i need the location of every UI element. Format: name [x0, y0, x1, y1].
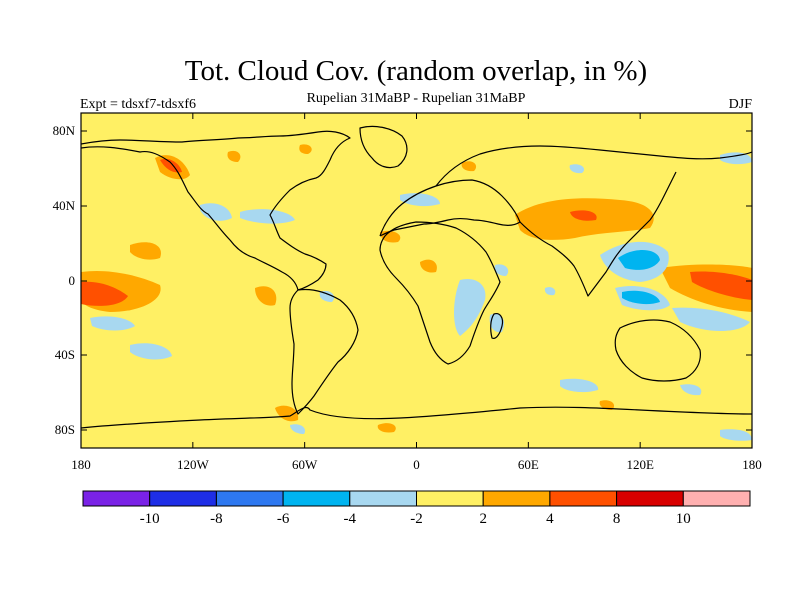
negative-anomaly-patch	[130, 343, 172, 360]
colorbar-label: -2	[410, 511, 423, 527]
colorbar-swatch	[82, 490, 151, 507]
positive-anomaly-patch	[599, 400, 615, 410]
negative-anomaly-patch	[494, 264, 509, 276]
lon-tick-label: 60E	[518, 457, 539, 472]
map-axes: 80N 40N 0 40S 80S 180 120W 60W 0 60E 120E 180	[53, 113, 762, 472]
experiment-label: Expt = tdsxf7-tdsxf6	[80, 97, 196, 112]
lon-tick-label: 180	[71, 457, 91, 472]
negative-anomaly-patch	[454, 278, 486, 336]
strong-positive-anomaly-patch	[160, 158, 182, 173]
colorbar-label: 10	[676, 511, 691, 527]
colorbar-swatch	[282, 490, 351, 507]
lon-tick-label: 60W	[292, 457, 318, 472]
colorbar: -10 -8 -6 -4 -2 2 4 8 10	[82, 490, 751, 527]
positive-anomaly-patch	[420, 259, 437, 273]
colorbar-swatch	[215, 490, 284, 507]
lat-tick-label: 40N	[53, 198, 76, 213]
strong-positive-anomaly-patch	[570, 210, 597, 221]
colorbar-label: -10	[140, 511, 160, 527]
coastline-europe	[379, 179, 521, 237]
map-subtitle: Rupelian 31MaBP - Rupelian 31MaBP	[307, 91, 526, 106]
colorbar-label: -8	[210, 511, 223, 527]
coastline-madagascar	[490, 313, 504, 339]
positive-anomaly-patch	[461, 161, 477, 172]
strong-negative-anomaly-patch	[622, 290, 660, 305]
positive-anomaly-patch	[255, 286, 277, 306]
coastline-south-america	[289, 288, 359, 415]
colorbar-label: 8	[613, 511, 621, 527]
colorbar-label: -6	[277, 511, 290, 527]
positive-anomaly-patch	[275, 405, 299, 422]
coastline-antarctica	[81, 406, 752, 429]
colorbar-label: 2	[479, 511, 487, 527]
lon-tick-label: 120E	[626, 457, 654, 472]
coastline-greenland	[359, 125, 408, 169]
strong-positive-anomaly-patch	[690, 271, 752, 300]
negative-anomaly-patch	[240, 209, 295, 224]
colorbar-label: -4	[344, 511, 357, 527]
negative-anomaly-patch	[560, 378, 599, 393]
negative-anomaly-patch	[290, 424, 306, 434]
season-label: DJF	[729, 97, 753, 112]
lat-tick-label: 80S	[55, 422, 75, 437]
negative-anomaly-patch	[400, 193, 440, 207]
negative-anomaly-patch	[319, 290, 335, 302]
colorbar-swatch	[682, 490, 751, 507]
lon-tick-label: 180	[742, 457, 762, 472]
colorbar-label: 4	[546, 511, 554, 527]
lat-tick-label: 80N	[53, 123, 76, 138]
colorbar-swatch	[416, 490, 484, 507]
coastline-australia	[614, 319, 701, 382]
colorbar-swatch	[349, 490, 417, 507]
anomaly-contours	[81, 144, 752, 441]
colorbar-swatch	[549, 490, 618, 507]
negative-anomaly-patch	[680, 384, 702, 396]
negative-anomaly-patch	[569, 164, 585, 174]
negative-anomaly-patch	[720, 429, 752, 441]
map-title: Tot. Cloud Cov. (random overlap, in %)	[185, 55, 647, 87]
positive-anomaly-patch	[227, 150, 241, 162]
negative-anomaly-patch	[720, 152, 752, 165]
coastline-africa	[379, 221, 501, 365]
colorbar-swatch	[149, 490, 217, 507]
positive-anomaly-patch	[130, 242, 161, 260]
lon-tick-label: 120W	[177, 457, 210, 472]
negative-anomaly-patch	[200, 203, 232, 221]
colorbar-swatch	[616, 490, 684, 507]
negative-anomaly-patch	[672, 307, 750, 331]
coastline-asia	[435, 145, 752, 297]
colorbar-swatch	[482, 490, 551, 507]
strong-positive-anomaly-patch	[81, 281, 128, 306]
negative-anomaly-patch	[90, 316, 135, 331]
lat-tick-label: 0	[69, 273, 76, 288]
coastlines	[81, 125, 752, 429]
positive-anomaly-patch	[299, 144, 312, 154]
lat-tick-label: 40S	[55, 347, 75, 362]
strong-negative-anomaly-patch	[618, 249, 660, 270]
negative-anomaly-patch	[489, 313, 505, 333]
lon-tick-label: 0	[413, 457, 420, 472]
negative-anomaly-patch	[544, 287, 556, 296]
map-panel	[81, 113, 752, 448]
positive-anomaly-patch	[377, 423, 396, 433]
coastline-north-america	[81, 130, 351, 291]
